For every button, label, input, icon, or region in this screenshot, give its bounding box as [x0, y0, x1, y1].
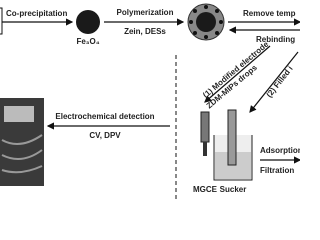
arrow: [249, 51, 299, 113]
photo-cables: [1, 134, 43, 174]
binding-sites: [189, 5, 223, 39]
diagram: Co-precipitation Fe₃O₄ Polymerization Ze…: [0, 3, 300, 200]
label: Filtration: [260, 166, 294, 175]
core: [196, 12, 216, 32]
label: Co-precipitation: [6, 9, 67, 18]
electrode-tip: [203, 142, 207, 156]
label: Rebinding: [256, 35, 295, 44]
label: Polymerization: [117, 8, 174, 17]
label: Fe₃O₄: [76, 37, 99, 46]
electrode: [200, 111, 210, 143]
label: Remove temp: [243, 9, 296, 18]
label: Zein, DESs: [124, 27, 166, 36]
label: (2) Filled i: [265, 64, 295, 99]
label: Sucker: [220, 185, 247, 194]
sucker-tube: [227, 109, 237, 166]
label: (1) Modified electrode: [201, 39, 271, 99]
fe3o4-particle: [76, 10, 100, 34]
label: Electrochemical detection: [55, 112, 154, 121]
box-edge: [0, 7, 3, 35]
label: CV, DPV: [89, 131, 121, 140]
arrow: [204, 45, 271, 103]
label: MGCE: [193, 185, 218, 194]
label: Adsorption: [260, 146, 300, 155]
photo-detail: [4, 106, 34, 122]
